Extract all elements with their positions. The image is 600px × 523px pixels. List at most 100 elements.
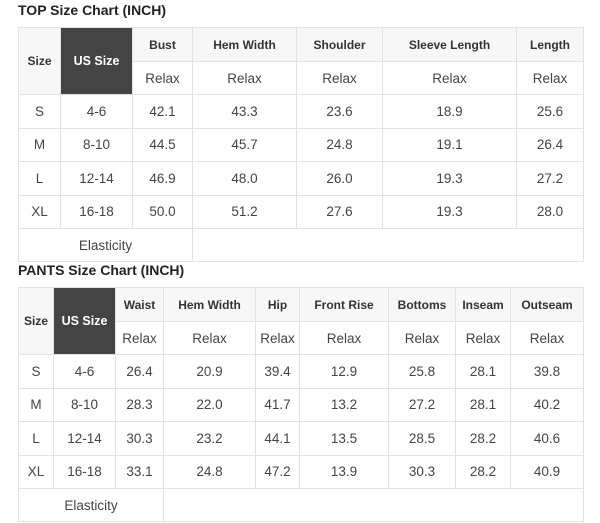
table-cell: 27.2	[388, 387, 456, 422]
table-cell: 20.9	[163, 354, 256, 389]
table-cell: 8-10	[53, 387, 116, 422]
table-cell: 50.0	[132, 194, 193, 229]
table-cell: 30.3	[115, 421, 164, 456]
table-cell: 42.1	[132, 94, 193, 129]
table-cell: 4-6	[60, 94, 133, 129]
header-cell: Outseam	[510, 287, 584, 322]
fit-label: Relax	[192, 61, 297, 95]
table-cell: 47.2	[255, 454, 300, 489]
fit-label: Relax	[299, 321, 389, 355]
table-cell: 24.8	[296, 127, 383, 162]
table-cell: 28.5	[388, 421, 456, 456]
table-cell: 12-14	[60, 161, 133, 196]
table-cell: 46.9	[132, 161, 193, 196]
header-cell: Bust	[132, 27, 193, 62]
table-cell: 24.8	[163, 454, 256, 489]
table-cell: 12-14	[53, 421, 116, 456]
top-size-table: Size US Size Bust Hem Width Shoulder Sleeve L…	[18, 27, 584, 262]
table-cell: 13.5	[299, 421, 389, 456]
fit-label: Relax	[382, 61, 517, 95]
fit-label: Relax	[455, 321, 511, 355]
pants-size-table: Size US Size Waist Hem Width Hip Front Rise Bo…	[18, 287, 584, 522]
fit-label: Relax	[255, 321, 300, 355]
header-us-size: US Size	[53, 287, 116, 355]
table-cell: 13.9	[299, 454, 389, 489]
elasticity-value	[192, 228, 584, 262]
header-cell: Inseam	[455, 287, 511, 322]
table-cell: M	[18, 387, 54, 422]
table-cell: 28.2	[455, 421, 511, 456]
table-cell: 4-6	[53, 354, 116, 389]
table-cell: 28.1	[455, 387, 511, 422]
table-cell: 19.3	[382, 194, 517, 229]
header-size: Size	[18, 287, 54, 355]
table-cell: 51.2	[192, 194, 297, 229]
table-cell: 30.3	[388, 454, 456, 489]
table-cell: 16-18	[53, 454, 116, 489]
fit-label: Relax	[388, 321, 456, 355]
table-cell: 28.0	[516, 194, 584, 229]
table-cell: 28.1	[455, 354, 511, 389]
table-cell: 27.2	[516, 161, 584, 196]
header-cell: Shoulder	[296, 27, 383, 62]
elasticity-label: Elasticity	[18, 488, 164, 522]
table-cell: 26.4	[115, 354, 164, 389]
table-cell: 26.4	[516, 127, 584, 162]
header-cell: Hem Width	[163, 287, 256, 322]
fit-label: Relax	[163, 321, 256, 355]
header-cell: Hem Width	[192, 27, 297, 62]
table-cell: 45.7	[192, 127, 297, 162]
table-cell: 44.5	[132, 127, 193, 162]
table-cell: 19.3	[382, 161, 517, 196]
table-row: S 4-6 42.1 43.3 23.6 18.9 25.6	[18, 94, 584, 129]
table-cell: 33.1	[115, 454, 164, 489]
pants-chart-title: PANTS Size Chart (INCH)	[18, 262, 185, 278]
table-cell: S	[18, 354, 54, 389]
table-cell: 26.0	[296, 161, 383, 196]
table-cell: 23.6	[296, 94, 383, 129]
table-cell: 27.6	[296, 194, 383, 229]
header-cell: Sleeve Length	[382, 27, 517, 62]
table-row: S 4-6 26.4 20.9 39.4 12.9 25.8 28.1 39.8	[18, 354, 584, 389]
fit-label: Relax	[510, 321, 584, 355]
header-us-size: US Size	[60, 27, 133, 95]
elasticity-label: Elasticity	[18, 228, 193, 262]
table-row: L 12-14 46.9 48.0 26.0 19.3 27.2	[18, 161, 584, 196]
table-row: L 12-14 30.3 23.2 44.1 13.5 28.5 28.2 40.6	[18, 421, 584, 456]
header-cell: Hip	[255, 287, 300, 322]
table-cell: 25.8	[388, 354, 456, 389]
table-cell: 25.6	[516, 94, 584, 129]
fit-label: Relax	[516, 61, 584, 95]
table-cell: 39.8	[510, 354, 584, 389]
table-cell: XL	[18, 194, 61, 229]
table-cell: 43.3	[192, 94, 297, 129]
table-cell: 41.7	[255, 387, 300, 422]
table-cell: 8-10	[60, 127, 133, 162]
header-cell: Waist	[115, 287, 164, 322]
fit-label: Relax	[132, 61, 193, 95]
table-cell: 44.1	[255, 421, 300, 456]
fit-label: Relax	[115, 321, 164, 355]
elasticity-value	[163, 488, 584, 522]
table-cell: 22.0	[163, 387, 256, 422]
table-cell: 18.9	[382, 94, 517, 129]
table-row: XL 16-18 50.0 51.2 27.6 19.3 28.0	[18, 194, 584, 229]
table-cell: 48.0	[192, 161, 297, 196]
header-cell: Front Rise	[299, 287, 389, 322]
header-cell: Bottoms	[388, 287, 456, 322]
table-row: M 8-10 28.3 22.0 41.7 13.2 27.2 28.1 40.2	[18, 387, 584, 422]
header-cell: Length	[516, 27, 584, 62]
table-cell: 40.9	[510, 454, 584, 489]
fit-label: Relax	[296, 61, 383, 95]
table-cell: 12.9	[299, 354, 389, 389]
table-row: XL 16-18 33.1 24.8 47.2 13.9 30.3 28.2 40.9	[18, 454, 584, 489]
table-cell: 16-18	[60, 194, 133, 229]
table-cell: 40.2	[510, 387, 584, 422]
header-size: Size	[18, 27, 61, 95]
table-cell: 19.1	[382, 127, 517, 162]
table-cell: XL	[18, 454, 54, 489]
table-cell: 40.6	[510, 421, 584, 456]
table-row: M 8-10 44.5 45.7 24.8 19.1 26.4	[18, 127, 584, 162]
table-cell: 28.3	[115, 387, 164, 422]
table-cell: 28.2	[455, 454, 511, 489]
